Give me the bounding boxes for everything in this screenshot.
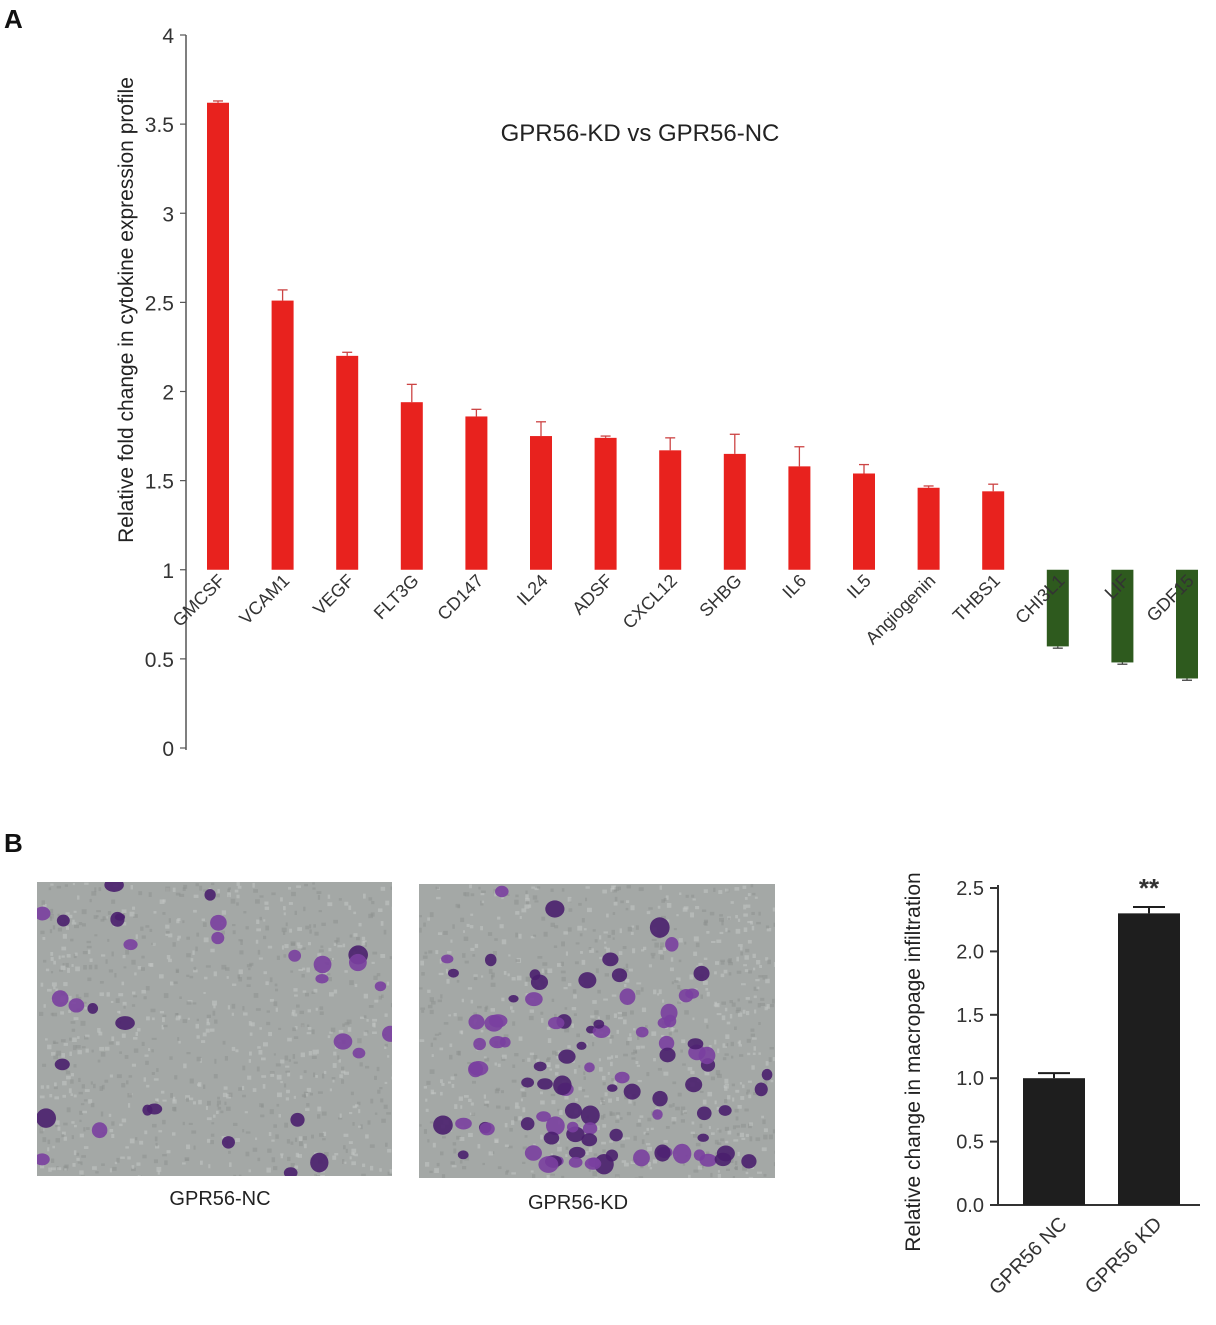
- bar-cd147: [465, 416, 487, 569]
- category-label: THBS1: [949, 570, 1004, 625]
- category-label: IL24: [513, 570, 552, 609]
- category-label: CXCL12: [619, 570, 681, 632]
- panel-label-b: B: [4, 828, 23, 859]
- bar-il24: [530, 436, 552, 570]
- category-label: SHBG: [695, 570, 745, 620]
- bar-thbs1: [982, 491, 1004, 569]
- category-label: Angiogenin: [862, 570, 940, 648]
- bar-il6: [788, 466, 810, 569]
- bar-gpr56-nc: [1023, 1078, 1085, 1205]
- y-tick-label: 1.0: [956, 1068, 984, 1090]
- category-label: VCAM1: [235, 570, 293, 628]
- y-tick-label: 0.5: [956, 1132, 984, 1154]
- macrophage-infiltration-chart: 0.0 0.5 1.0 1.5 2.0 2.5 Relative change in ma…: [880, 800, 1216, 1325]
- bar-il5: [853, 473, 875, 569]
- micrograph-gpr56-kd: [419, 884, 775, 1178]
- significance-annotation: **: [1139, 873, 1160, 903]
- y-tick-label: 0: [162, 738, 174, 761]
- bar-vegf: [336, 356, 358, 570]
- micrograph-caption-nc: GPR56-NC: [130, 1188, 310, 1211]
- bar-shbg: [724, 454, 746, 570]
- category-label: GPR56 NC: [985, 1213, 1071, 1299]
- chart-title: GPR56-KD vs GPR56-NC: [501, 120, 780, 147]
- y-tick-label: 2: [162, 382, 174, 405]
- category-label: GPR56 KD: [1081, 1213, 1167, 1299]
- category-label: ADSF: [568, 570, 616, 618]
- category-label: FLT3G: [370, 570, 423, 623]
- y-tick-label: 1.5: [145, 471, 174, 494]
- category-label: VEGF: [309, 570, 358, 619]
- bar-vcam1: [272, 301, 294, 570]
- bar-cxcl12: [659, 450, 681, 569]
- bar-flt3g: [401, 402, 423, 570]
- micrograph-caption-kd: GPR56-KD: [488, 1192, 668, 1215]
- category-label: IL5: [843, 570, 875, 602]
- y-tick-label: 1.5: [956, 1005, 984, 1027]
- micrograph-gpr56-nc: [37, 882, 392, 1176]
- bar-gpr56-kd: [1118, 913, 1180, 1205]
- y-tick-label: 4: [162, 25, 174, 48]
- bar-angiogenin: [918, 488, 940, 570]
- y-tick-label: 0.0: [956, 1195, 984, 1217]
- y-tick-label: 2.5: [145, 292, 174, 315]
- y-tick-label: 2.5: [956, 878, 984, 900]
- category-label: CD147: [433, 570, 487, 624]
- y-tick-label: 1: [162, 560, 174, 583]
- y-tick-label: 0.5: [145, 649, 174, 672]
- bar-gmcsf: [207, 103, 229, 570]
- y-axis-label: Relative change in macropage infiltratio…: [902, 872, 925, 1251]
- y-tick-label: 3: [162, 203, 174, 226]
- y-tick-label: 2.0: [956, 941, 984, 963]
- bar-adsf: [595, 438, 617, 570]
- cytokine-fold-change-chart: 0 0.5 1 1.5 2 2.5 3 3.5 4 GPR56-KD vs GPR56-NC R…: [0, 0, 1216, 790]
- y-tick-label: 3.5: [145, 114, 174, 137]
- y-axis-label: Relative fold change in cytokine express…: [115, 77, 138, 543]
- category-label: GMCSF: [169, 570, 229, 630]
- category-label: IL6: [778, 570, 810, 602]
